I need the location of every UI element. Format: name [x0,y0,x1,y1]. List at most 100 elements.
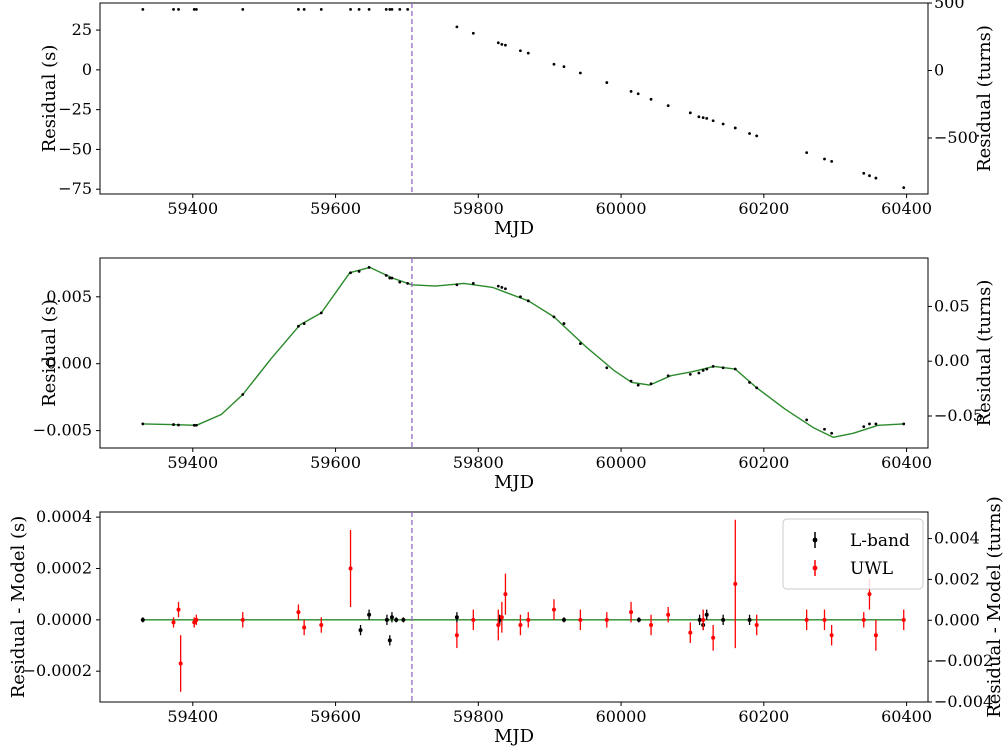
data-point-uwl [302,625,307,630]
x-tick-label: 59800 [453,199,504,218]
data-point [526,299,530,303]
x-tick-label: 59400 [167,707,218,726]
data-point [388,7,392,11]
y-right-tick-label: −0.002 [934,651,993,670]
data-point [319,311,323,315]
y-tick-label: −50 [58,139,92,158]
data-point [406,282,410,285]
data-point [578,71,582,75]
data-point-uwl [666,612,671,617]
data-point-uwl [649,622,654,627]
data-point [471,31,475,35]
x-tick-label: 60000 [596,707,647,726]
data-point [666,104,670,108]
data-point [141,7,145,11]
x-tick-label: 60000 [596,199,647,218]
x-axis-label: MJD [494,472,534,493]
data-point [823,157,826,161]
panel-middle-model-chart: 59400 59600 59800 60000 60200 604000.0050.000… [33,257,995,493]
data-point [455,25,459,29]
x-tick-label: 60200 [738,707,789,726]
data-point [384,273,388,277]
data-point-uwl [296,610,301,615]
data-point-l-band [358,628,363,633]
data-point [830,159,834,163]
x-axis-label: MJD [494,218,534,239]
data-point [874,176,878,180]
legend-marker-dot [812,537,818,543]
x-tick-label: 60400 [881,199,932,218]
data-point [500,286,504,289]
data-point [605,81,609,84]
y-right-tick-label: 0.000 [934,610,980,629]
data-point-l-band [387,638,392,643]
data-point [721,122,725,126]
data-point-uwl [754,622,759,627]
data-point-uwl [178,661,183,666]
y-right-tick-label: −0.004 [934,692,993,711]
data-point [733,126,737,130]
data-point-l-band [697,617,702,622]
data-point [406,7,410,11]
y-right-axis-label: Residual - Model (turns) [984,496,1005,718]
data-point [349,271,352,275]
data-point-uwl [176,607,181,612]
data-point [398,7,402,11]
data-point-l-band [367,612,372,617]
x-axis-label: MJD [494,726,534,747]
data-point [805,418,809,422]
data-point [636,383,640,387]
data-point-uwl [901,617,906,622]
axes-frame [99,511,929,703]
data-point [721,366,725,370]
data-point [297,324,300,328]
data-point [868,422,871,426]
data-point-uwl [471,617,476,622]
data-point [496,284,500,288]
data-point [629,379,633,383]
y-tick-label: −0.005 [33,421,92,440]
x-tick-label: 60200 [738,453,789,472]
y-tick-label: 0.005 [46,287,92,306]
y-tick-label: 0.0002 [36,558,92,577]
data-point [748,381,751,384]
data-point [868,174,871,178]
data-point [748,132,751,135]
data-point-uwl [688,630,693,635]
data-point [496,41,500,45]
data-point [471,282,475,285]
data-point [823,427,826,431]
y-right-tick-label: 0.00 [934,351,970,370]
data-point-l-band [389,615,394,620]
data-point [367,265,371,269]
data-point [697,371,701,375]
data-point [705,116,709,120]
data-point [733,367,737,371]
data-point [241,7,245,11]
y-tick-label: −0.0002 [23,661,92,680]
y-right-tick-label: 0 [934,60,944,79]
data-point [705,367,709,371]
y-tick-label: 0 [82,60,92,79]
legend-box [782,518,924,590]
data-point [649,382,653,386]
panel-top-residual-chart: 59400 59600 59800 60000 60200 60400 25 0 −25 −50 −… [39,0,995,239]
y-axis-label: Residual (s) [39,299,60,407]
y-right-tick-label: 0.002 [934,569,980,588]
legend-label: UWL [850,559,893,579]
panel-bottom-residual-model-chart: 59400 59600 59800 60000 60200 60400 0.0004 0.00… [8,496,1005,747]
data-point [805,151,809,155]
data-point-uwl [578,617,583,622]
legend-marker-dot [812,565,818,571]
data-point [552,62,556,66]
data-point-uwl [499,615,504,620]
data-point-uwl [551,607,556,612]
data-point [194,7,198,11]
y-axis-label: Residual (s) [39,45,60,153]
data-point-uwl [526,617,531,622]
data-point [711,364,715,368]
data-point [504,43,507,47]
data-point-uwl [629,610,634,615]
y-right-tick-label: 0.05 [934,296,970,315]
data-point [562,322,566,325]
